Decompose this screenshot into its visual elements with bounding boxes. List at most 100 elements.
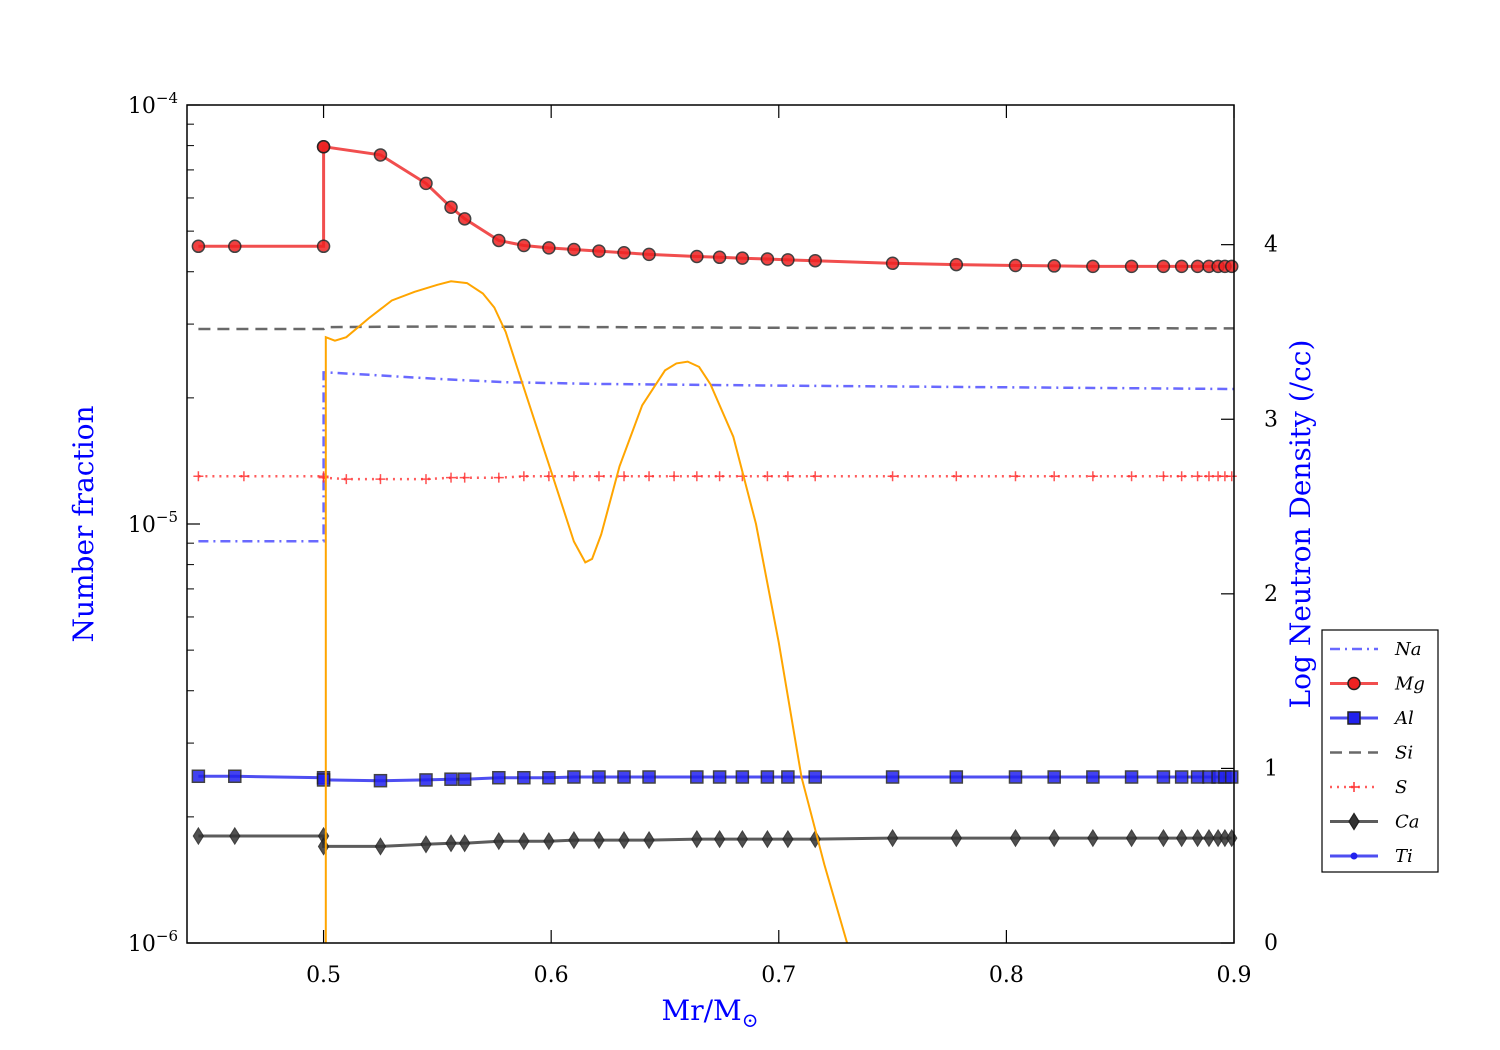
data-point-mg: [542, 241, 556, 255]
data-point-al: [542, 770, 556, 785]
data-point-s: [762, 471, 773, 482]
data-point-mg: [1156, 259, 1171, 274]
data-point-s: [1087, 471, 1098, 482]
data-point-ca: [886, 828, 899, 848]
legend-entry-s: S: [1330, 777, 1407, 798]
data-point-mg: [642, 247, 656, 262]
x-axis-title-main: Mr/M: [662, 994, 742, 1027]
data-point-ca: [1191, 828, 1204, 848]
data-point-mg: [492, 233, 506, 248]
x-tick-label: 0.9: [1217, 963, 1252, 988]
data-point-al: [517, 770, 531, 785]
data-point-s: [714, 471, 725, 482]
legend-entry-mg: Mg: [1330, 674, 1425, 695]
x-tick-label: 0.8: [989, 963, 1024, 988]
data-point-s: [1158, 471, 1169, 482]
data-point-ca: [643, 830, 655, 850]
data-point-mg: [517, 238, 531, 253]
legend-label-si: Si: [1395, 743, 1413, 764]
series-layer: [191, 139, 1239, 944]
data-point-s: [193, 471, 204, 482]
legend-entry-ti: Ti: [1330, 846, 1413, 867]
data-point-al: [444, 772, 458, 786]
data-point-al: [592, 770, 606, 784]
data-point-mg: [373, 148, 388, 162]
data-point-ca: [1226, 828, 1238, 848]
data-point-mg: [712, 250, 727, 265]
data-point-ca: [950, 828, 963, 848]
data-point-s: [644, 471, 655, 482]
y-left-tick-label-exponent: −4: [156, 89, 178, 107]
data-point-mg: [457, 212, 472, 226]
data-point-ca: [713, 829, 726, 849]
y-left-tick-label: 10−4: [128, 89, 178, 119]
series-line-al: [198, 774, 1232, 783]
data-point-al: [1124, 770, 1139, 784]
data-point-s: [518, 471, 529, 482]
data-point-ca: [782, 829, 794, 849]
data-point-ca: [761, 829, 774, 849]
data-point-s: [446, 472, 457, 483]
series-line-si: [198, 325, 1235, 331]
data-point-mg: [808, 253, 822, 268]
data-point-ca: [1157, 828, 1170, 848]
data-point-mg: [592, 244, 606, 258]
data-point-al: [617, 770, 631, 784]
legend-marker-al: [1347, 711, 1361, 725]
data-point-ca: [458, 834, 471, 853]
data-point-al: [760, 770, 775, 784]
data-point-ca: [809, 829, 821, 849]
series-mg: [191, 139, 1239, 274]
data-point-mg: [735, 251, 750, 265]
data-point-s: [691, 471, 702, 482]
data-point-ca: [445, 834, 457, 853]
data-point-al: [712, 770, 727, 784]
legend-box: [1321, 629, 1439, 873]
data-point-ca: [518, 832, 530, 851]
series-line-neutron-density: [324, 280, 849, 944]
data-point-mg: [1124, 259, 1139, 274]
data-point-al: [419, 773, 433, 787]
y-left-tick-label-base: 10: [128, 94, 156, 119]
legend-label-na: Na: [1394, 639, 1421, 660]
data-point-s: [810, 471, 821, 482]
data-point-al: [228, 769, 242, 784]
data-point-al: [735, 770, 750, 784]
data-point-s: [619, 471, 630, 482]
data-point-mg: [781, 253, 795, 267]
data-point-mg: [419, 176, 433, 191]
data-point-s: [593, 471, 604, 482]
data-point-ca: [1009, 828, 1022, 848]
data-point-ca: [691, 829, 703, 849]
data-point-s: [1126, 471, 1137, 482]
legend: Na Mg Al Si S Ca Ti: [1321, 629, 1439, 873]
data-point-ca: [1175, 828, 1188, 848]
data-point-ca: [543, 832, 555, 851]
data-point-ca: [493, 832, 505, 851]
data-point-ca: [229, 826, 241, 846]
x-axis-title: Mr/M⊙: [662, 994, 759, 1032]
data-point-mg: [885, 256, 900, 271]
legend-label-ca: Ca: [1395, 812, 1420, 833]
series-ca: [192, 826, 1238, 856]
data-point-al: [457, 772, 472, 786]
data-point-mg: [949, 257, 964, 272]
y-left-tick-label-base: 10: [128, 513, 156, 538]
legend-label-s: S: [1395, 777, 1407, 798]
data-point-al: [1190, 770, 1205, 784]
data-point-mg: [690, 249, 704, 264]
x-tick-label: 0.7: [761, 963, 796, 988]
legend-label-ti: Ti: [1395, 846, 1413, 867]
legend-entry-na: Na: [1330, 639, 1421, 660]
x-tick-label: 0.6: [534, 963, 569, 988]
data-point-mg: [1224, 259, 1239, 274]
data-point-s: [669, 471, 680, 482]
data-point-ca: [593, 830, 605, 850]
data-point-s: [420, 474, 431, 485]
data-point-s: [782, 471, 793, 482]
data-point-s: [887, 471, 898, 482]
data-point-ca: [317, 837, 330, 856]
y-right-tick-label: 4: [1264, 233, 1278, 258]
data-point-ca: [1203, 828, 1215, 848]
